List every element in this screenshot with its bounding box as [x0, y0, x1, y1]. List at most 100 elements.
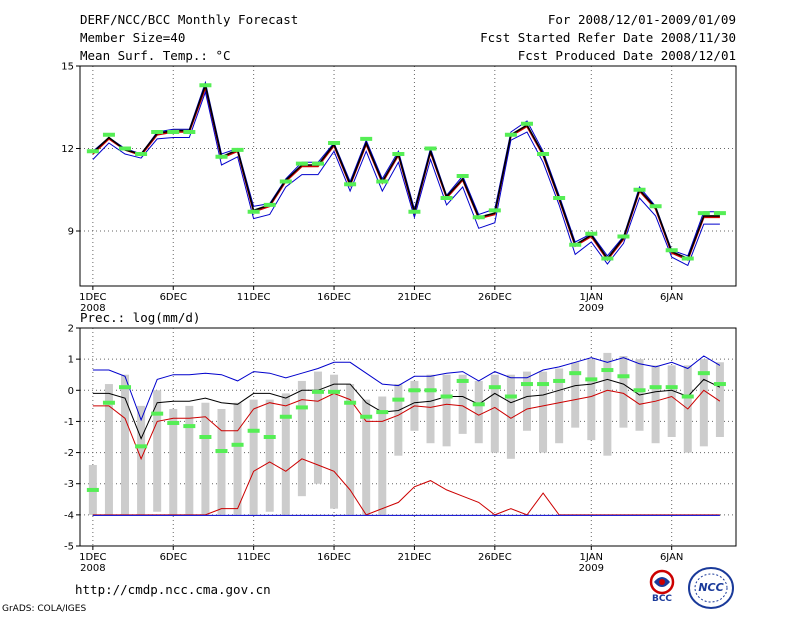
- chart2-marker-6: [167, 420, 180, 425]
- chart1-marker-17: [344, 182, 357, 187]
- chart2-marker-21: [408, 388, 421, 393]
- chart2-box-17: [346, 384, 355, 515]
- chart2-marker-17: [344, 400, 357, 405]
- chart2-marker-5: [151, 411, 164, 416]
- chart1-marker-21: [408, 209, 421, 214]
- chart2-marker-13: [279, 414, 292, 419]
- bcc-logo: BCC: [638, 568, 686, 606]
- chart1-marker-1: [86, 149, 99, 154]
- chart1-marker-34: [617, 234, 630, 239]
- chart-title: DERF/NCC/BCC Monthly Forecast: [80, 12, 299, 27]
- chart1-year-label-0: 2008: [80, 303, 105, 314]
- chart1-marker-37: [665, 248, 678, 253]
- chart2-box-20: [394, 384, 403, 456]
- chart1-frame: [79, 65, 737, 287]
- chart2-box-13: [281, 393, 290, 515]
- chart2-ytick-label-7: 2: [68, 324, 74, 335]
- chart2-box-16: [330, 374, 339, 509]
- chart2-box-30: [555, 368, 564, 444]
- chart1-marker-20: [392, 152, 405, 156]
- chart2-box-22: [426, 374, 435, 444]
- chart2-marker-19: [376, 410, 389, 415]
- chart1-marker-12: [263, 202, 276, 207]
- chart1-marker-9: [215, 154, 228, 159]
- chart1-marker-36: [649, 204, 662, 209]
- chart2-box-31: [571, 362, 580, 428]
- chart1-series-member: [92, 82, 720, 260]
- chart2-marker-34: [617, 374, 630, 379]
- chart2-marker-26: [488, 385, 501, 390]
- chart1-marker-7: [183, 130, 196, 134]
- chart2-marker-7: [183, 424, 196, 429]
- bcc-logo-text: BCC: [651, 594, 673, 604]
- chart1-marker-26: [488, 208, 501, 213]
- ncc-logo: NCC: [686, 566, 736, 610]
- chart2-box-10: [233, 402, 242, 515]
- chart2-box-37: [667, 365, 676, 437]
- chart2-xtick-label-0: 1DEC: [79, 552, 106, 563]
- chart2-series-upper: [92, 355, 721, 422]
- chart1-marker-5: [151, 130, 164, 134]
- chart2-marker-4: [135, 444, 148, 449]
- chart2-box-32: [587, 359, 596, 441]
- chart2-marker-10: [231, 442, 244, 447]
- chart2-xtick-label-1: 6DEC: [160, 552, 187, 563]
- chart1-marker-30: [553, 196, 566, 200]
- chart2-marker-28: [520, 382, 533, 387]
- chart1-marker-27: [504, 132, 517, 137]
- chart2-xtick-label-4: 21DEC: [398, 552, 432, 563]
- chart2-marker-31: [569, 371, 582, 376]
- chart2-xtick-label-7: 6JAN: [660, 552, 683, 563]
- chart2-year-label-1: 2009: [579, 563, 604, 574]
- chart1-series-ensemble-mean: [92, 85, 720, 262]
- chart1-xtick-label-3: 16DEC: [317, 292, 351, 303]
- chart1-marker-35: [633, 187, 646, 192]
- chart2-box-6: [169, 408, 178, 515]
- chart2-box-8: [201, 402, 210, 515]
- chart1-marker-6: [167, 130, 180, 134]
- chart2-marker-32: [585, 377, 598, 382]
- chart2-marker-22: [424, 388, 437, 393]
- chart1-marker-38: [681, 256, 694, 261]
- chart2-marker-8: [199, 435, 212, 439]
- chart1-marker-4: [135, 152, 148, 156]
- chart2-box-4: [137, 405, 146, 515]
- chart2-ytick-label-6: 1: [68, 355, 74, 366]
- chart1-marker-29: [537, 152, 550, 156]
- chart2-series-lower: [92, 389, 721, 461]
- chart2-marker-27: [504, 394, 517, 399]
- chart1-xtick-label-5: 26DEC: [478, 292, 512, 303]
- chart2-box-40: [715, 362, 724, 437]
- chart2-box-39: [699, 359, 708, 447]
- precip-title: Prec.: log(mm/d): [80, 310, 201, 325]
- chart2-xtick-label-3: 16DEC: [317, 552, 351, 563]
- chart2-box-26: [490, 374, 499, 453]
- chart1-marker-10: [231, 147, 244, 152]
- chart2-box-18: [362, 399, 371, 515]
- chart1-ytick-label-2: 15: [61, 62, 74, 73]
- chart1-marker-3: [119, 146, 132, 151]
- chart2-box-24: [458, 374, 467, 434]
- chart1-marker-14: [295, 161, 308, 166]
- chart1-marker-40: [713, 211, 726, 216]
- chart2-ytick-label-3: -2: [64, 448, 74, 459]
- chart2-marker-16: [328, 389, 341, 394]
- chart2-marker-14: [295, 405, 308, 410]
- chart1-xtick-label-0: 1DEC: [79, 292, 106, 303]
- chart2-marker-20: [392, 397, 405, 402]
- source-url[interactable]: http://cmdp.ncc.cma.gov.cn: [75, 582, 271, 597]
- chart2-box-12: [265, 399, 274, 512]
- chart1-xtick-label-2: 11DEC: [237, 292, 271, 303]
- chart2-marker-9: [215, 449, 228, 454]
- chart2-box-29: [539, 371, 548, 453]
- chart2-box-14: [297, 380, 306, 497]
- chart1-marker-15: [311, 161, 324, 166]
- chart2-box-33: [603, 352, 612, 456]
- chart1-xtick-label-6: 1JAN: [580, 292, 603, 303]
- variable-label: Mean Surf. Temp.: °C: [80, 48, 231, 63]
- chart2-xtick-label-2: 11DEC: [237, 552, 271, 563]
- forecast-start-date: Fcst Started Refer Date 2008/11/30: [480, 30, 736, 45]
- chart2-marker-3: [119, 385, 132, 390]
- chart1-marker-28: [520, 121, 533, 126]
- chart2-xtick-label-6: 1JAN: [580, 552, 603, 563]
